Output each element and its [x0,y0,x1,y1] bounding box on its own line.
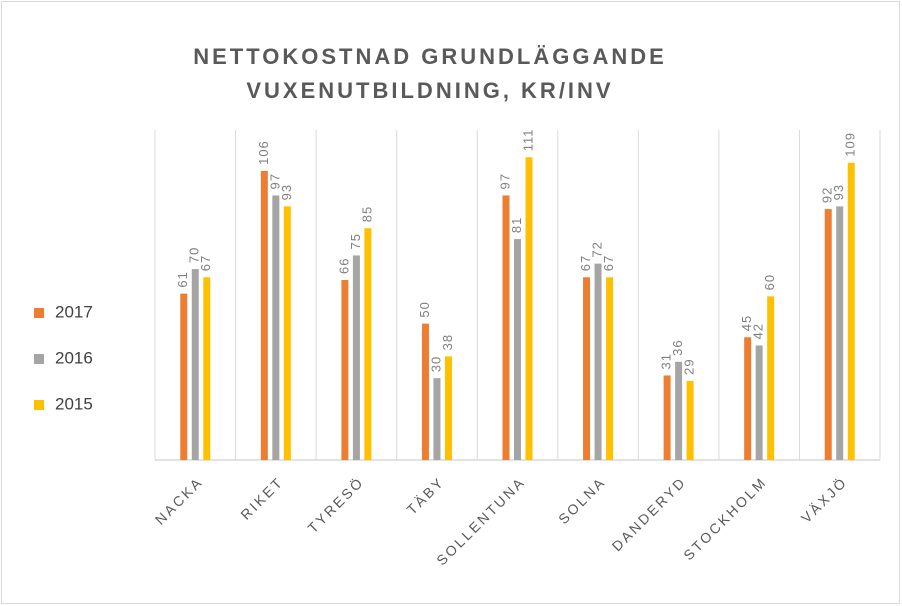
data-label: 66 [336,258,351,274]
legend-label: 2015 [55,394,93,413]
legend-swatch [34,400,44,410]
data-label: 31 [659,353,674,369]
bar [180,293,188,460]
data-label: 106 [256,140,271,165]
bar [421,323,429,460]
bar [444,356,452,460]
legend-label: 2017 [55,302,93,321]
data-label: 70 [187,247,202,263]
data-label: 72 [589,241,604,257]
bar [283,206,291,460]
bar [594,263,602,460]
bar [525,157,533,461]
data-label: 97 [497,173,512,189]
data-label: 60 [762,274,777,290]
data-label: 81 [509,217,524,233]
bar [272,195,280,461]
data-label: 92 [820,187,835,203]
bar [203,277,211,460]
data-label: 67 [198,255,213,271]
bar [847,162,855,460]
bar [767,296,775,460]
bar [755,345,763,460]
bar [514,239,521,460]
data-label: 85 [359,206,374,222]
data-label: 36 [670,339,685,355]
bar [191,269,199,460]
data-label: 30 [428,356,443,372]
bar [433,378,441,460]
bar [364,228,372,460]
legend-swatch [34,308,44,318]
bar [583,277,591,460]
bar [744,337,752,460]
data-label: 111 [520,129,535,152]
legend-swatch [34,354,44,364]
bar [502,195,510,461]
data-label: 42 [751,323,766,339]
data-label: 50 [417,301,432,317]
chart-title: VUXENUTBILDNING, KR/INV [246,78,613,103]
bar [824,209,832,460]
chart-title: NETTOKOSTNAD GRUNDLÄGGANDE [193,44,667,69]
data-label: 45 [739,315,754,331]
data-label: 109 [843,132,858,157]
bar [260,170,268,460]
bar [686,380,694,460]
bar [675,361,683,460]
data-label: 67 [601,255,616,271]
data-label: 29 [682,358,697,374]
data-label: 97 [267,173,282,189]
data-label: 38 [440,334,455,350]
data-label: 67 [578,255,593,271]
bar [352,255,360,460]
data-label: 61 [175,271,190,287]
bar [606,277,614,460]
data-label: 75 [348,233,363,249]
bar [341,280,349,460]
bar [836,206,844,460]
legend-label: 2016 [55,348,93,367]
data-label: 93 [831,184,846,200]
data-label: 93 [279,184,294,200]
bar [663,375,671,460]
